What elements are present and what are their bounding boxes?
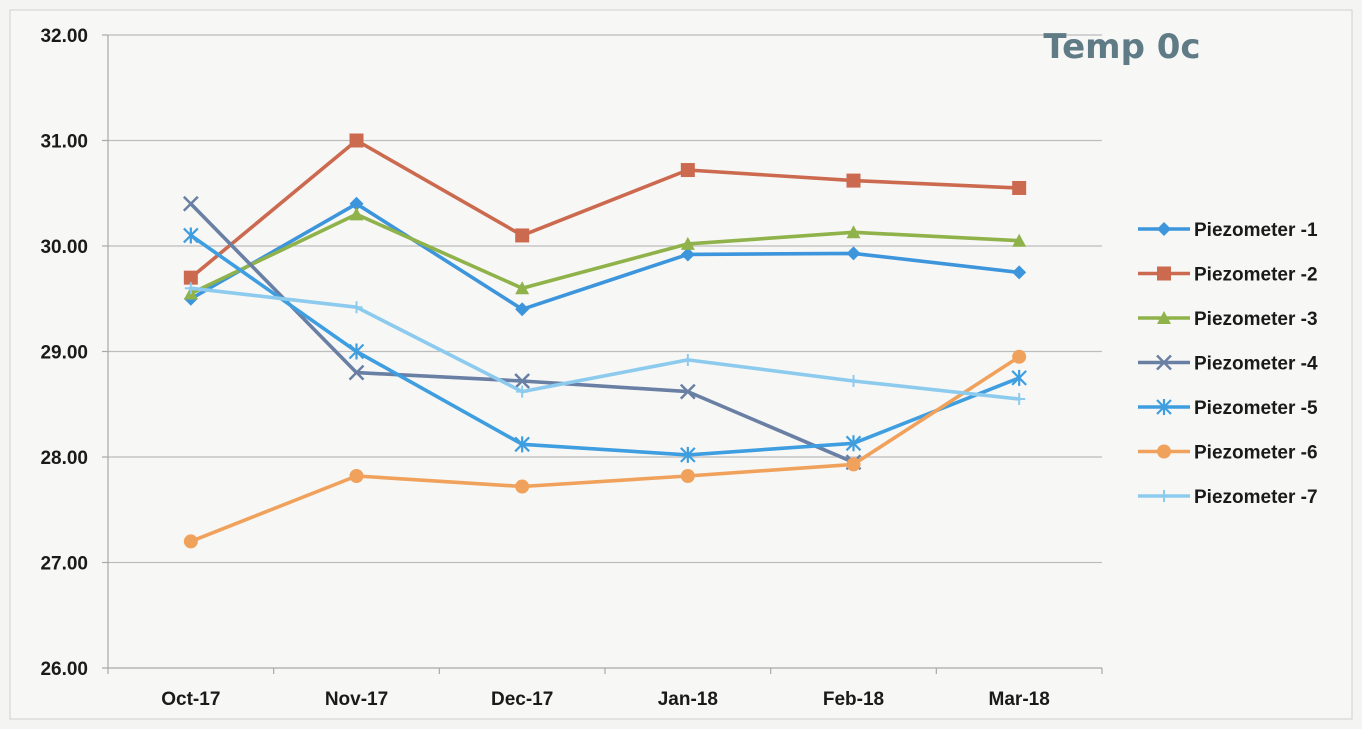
series-4 [182, 195, 862, 471]
legend-marker [1157, 222, 1171, 236]
legend-label: Piezometer -3 [1194, 309, 1318, 330]
x-tick-label: Feb-18 [823, 689, 884, 710]
data-point [1012, 349, 1027, 364]
data-point [183, 270, 198, 285]
legend-item: Piezometer -6 [1138, 443, 1318, 464]
data-point [846, 246, 861, 261]
data-point [184, 282, 197, 295]
data-point [679, 383, 696, 400]
legend-item: Piezometer -3 [1138, 309, 1318, 330]
series-line [189, 355, 1021, 544]
gridlines [108, 34, 1102, 564]
data-point [1011, 369, 1027, 386]
axes: 26.00 27.00 28.00 29.00 30.00 31.00 32.00 Oct-1… [40, 26, 1103, 710]
y-tick-label: 29.00 [40, 343, 88, 364]
legend-item: Piezometer -5 [1138, 398, 1318, 419]
series-5 [183, 227, 1027, 463]
data-point [846, 225, 861, 239]
data-point [515, 302, 530, 317]
legend-marker [1156, 399, 1172, 415]
x-tick-label: Jan-18 [658, 689, 718, 710]
data-point [1013, 392, 1026, 405]
y-tick-label: 27.00 [40, 554, 88, 575]
data-point [348, 343, 365, 360]
data-point [847, 375, 860, 388]
data-point [680, 236, 695, 250]
legend-label: Piezometer -6 [1194, 443, 1318, 464]
data-point [349, 133, 364, 148]
x-tick-label: Nov-17 [325, 689, 388, 710]
y-tick-label: 31.00 [40, 132, 88, 153]
series-line [189, 212, 1021, 296]
data-point [515, 479, 530, 494]
data-point [515, 281, 530, 295]
legend-item: Piezometer -4 [1138, 354, 1318, 375]
series-line [189, 286, 1021, 401]
data-point [514, 373, 531, 389]
data-point [680, 468, 695, 483]
data-point [348, 364, 365, 381]
legend-marker [1158, 490, 1170, 502]
legend-marker [1157, 311, 1171, 324]
chart-background [9, 9, 1353, 720]
data-point [350, 301, 363, 314]
series-7 [184, 282, 1026, 405]
legend: Piezometer -1 Piezometer -2 Piezometer -3 P… [1138, 220, 1318, 508]
legend-label: Piezometer -2 [1194, 265, 1318, 286]
data-point [183, 534, 198, 549]
y-tick-label: 26.00 [40, 659, 88, 680]
data-point [349, 207, 364, 221]
data-point [681, 353, 694, 366]
x-tick-label: Dec-17 [491, 689, 553, 710]
y-tick-label: 30.00 [40, 237, 88, 258]
data-point [349, 468, 364, 483]
legend-item: Piezometer -1 [1138, 220, 1318, 241]
legend-label: Piezometer -7 [1194, 487, 1318, 508]
data-point [349, 196, 364, 211]
data-point [515, 228, 530, 243]
legend-item: Piezometer -2 [1138, 265, 1318, 286]
x-tick-label: Mar-18 [989, 689, 1050, 710]
legend-item: Piezometer -7 [1138, 487, 1318, 508]
data-point [846, 173, 861, 188]
data-point [680, 163, 695, 178]
data-point [183, 227, 199, 244]
data-point [516, 385, 529, 398]
legend-label: Piezometer -1 [1194, 220, 1318, 241]
series-line [189, 233, 1021, 457]
legend-label: Piezometer -4 [1194, 354, 1318, 375]
data-point [1012, 180, 1027, 195]
data-point [514, 436, 530, 453]
series-line [189, 202, 1021, 312]
y-tick-label: 28.00 [40, 448, 88, 469]
data-point [845, 435, 862, 452]
data-point [1012, 233, 1027, 247]
legend-marker [1157, 444, 1171, 459]
series-group [182, 133, 1027, 549]
legend-marker [1156, 354, 1172, 371]
data-point [680, 247, 695, 262]
y-tick-label: 32.00 [40, 26, 88, 47]
data-point [182, 195, 199, 212]
data-point [1012, 265, 1027, 280]
data-point [680, 446, 696, 463]
x-tick-label: Oct-17 [161, 689, 220, 710]
legend-marker [1157, 266, 1171, 281]
chart-title: Temp 0c [1043, 27, 1200, 67]
data-point [846, 457, 861, 472]
series-6 [183, 349, 1027, 549]
legend-label: Piezometer -5 [1194, 398, 1318, 419]
series-2 [183, 133, 1027, 285]
series-line [189, 138, 1021, 280]
